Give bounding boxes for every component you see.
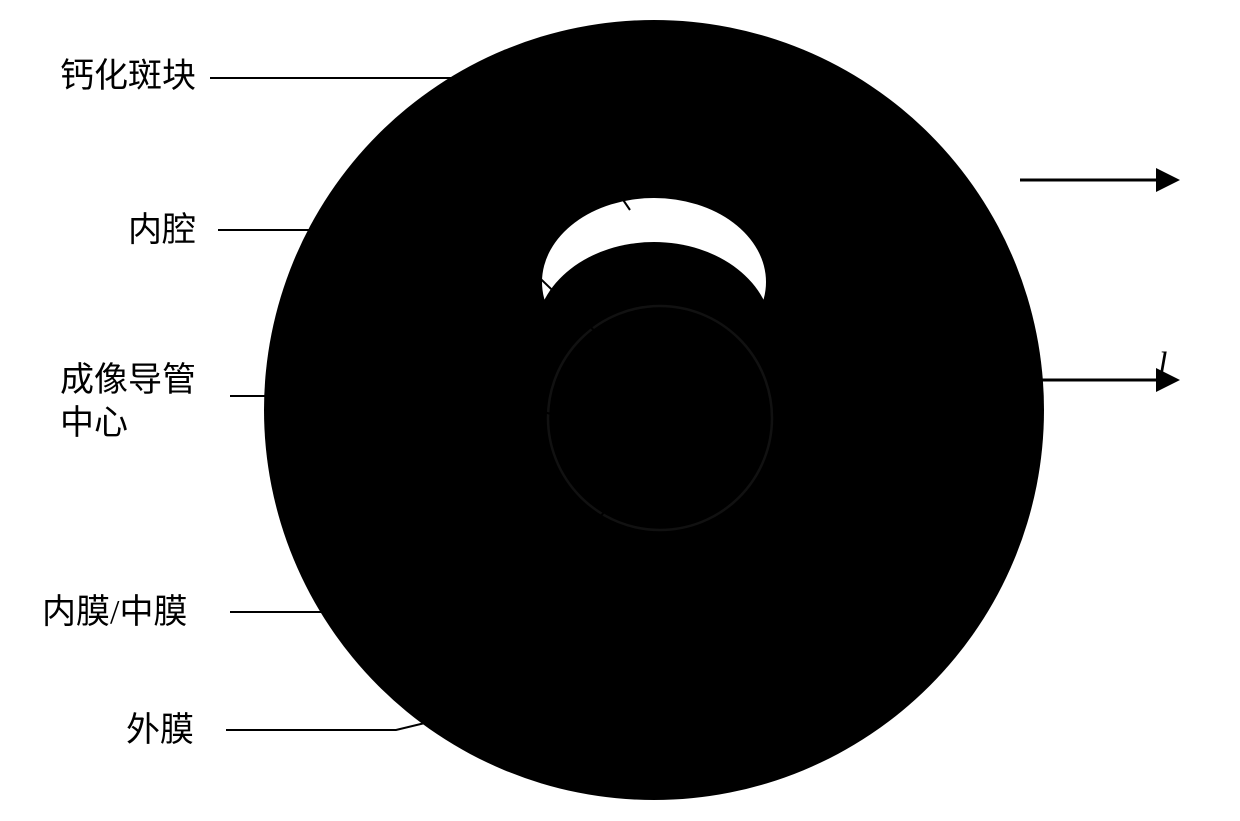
axis-arrow-upper [1020, 168, 1180, 192]
label-adventitia: 外膜 [126, 710, 194, 753]
label-lumen: 内腔 [128, 210, 196, 253]
stage: 钙化斑块 内腔 成像导管 中心 内膜/中膜 外膜 l [0, 0, 1240, 821]
label-intima-media: 内膜/中膜 [42, 592, 187, 635]
label-calcified-plaque: 钙化斑块 [60, 56, 196, 99]
label-catheter-center: 成像导管 中心 [60, 360, 196, 445]
axis-arrow-l [1020, 368, 1180, 392]
axis-label-l: l [1158, 344, 1167, 387]
